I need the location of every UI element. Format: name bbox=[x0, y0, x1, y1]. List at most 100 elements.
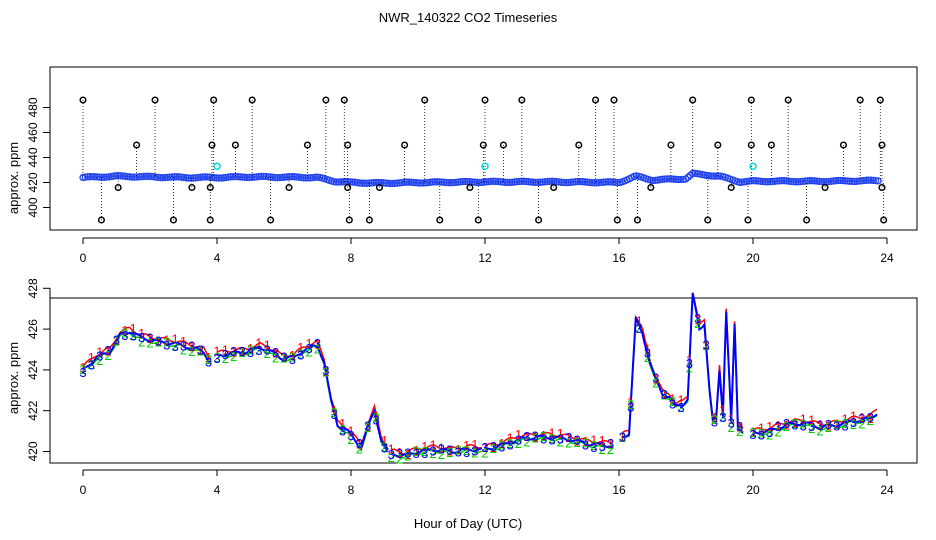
series-2-marker: 2 bbox=[557, 435, 564, 450]
series-3-marker: 3 bbox=[573, 433, 580, 448]
series-1-marker: 1 bbox=[728, 411, 735, 426]
ambient-point bbox=[130, 173, 139, 181]
ambient-point bbox=[846, 177, 854, 185]
series-2-marker: 2 bbox=[532, 431, 539, 446]
ambient-point bbox=[803, 177, 812, 185]
ambient-point bbox=[285, 173, 294, 181]
ambient-point bbox=[665, 175, 673, 183]
series-2-marker: 2 bbox=[113, 334, 120, 349]
ambient-point bbox=[576, 177, 584, 186]
ambient-point bbox=[463, 177, 472, 186]
series-3-marker: 3 bbox=[388, 447, 395, 462]
series-1-marker: 1 bbox=[800, 411, 807, 426]
series-3-marker: 3 bbox=[749, 427, 756, 442]
ambient-point bbox=[435, 178, 444, 186]
outlier-point bbox=[575, 141, 583, 149]
series-1-marker: 1 bbox=[867, 411, 874, 426]
series-3-marker: 3 bbox=[816, 418, 823, 433]
series-3-marker: 3 bbox=[421, 446, 428, 461]
series-3-marker: 3 bbox=[582, 437, 589, 452]
series-1-marker: 1 bbox=[669, 391, 676, 406]
ambient-point bbox=[360, 179, 369, 187]
ambient-point bbox=[84, 173, 92, 181]
ambient-point bbox=[187, 174, 195, 182]
y-tick-label: 420 bbox=[26, 441, 40, 461]
series-1-marker: 1 bbox=[548, 425, 555, 440]
ambient-point bbox=[334, 178, 343, 186]
flagged-point bbox=[481, 162, 489, 170]
series-2-marker: 2 bbox=[791, 416, 798, 431]
ambient-point bbox=[597, 178, 605, 187]
outlier-point bbox=[613, 216, 621, 224]
series-3-marker: 3 bbox=[635, 321, 642, 336]
ambient-point bbox=[213, 174, 221, 182]
series-1-marker: 1 bbox=[413, 443, 420, 458]
outlier-point bbox=[689, 96, 697, 104]
series-1-marker: 1 bbox=[230, 344, 237, 359]
series-3-marker: 3 bbox=[381, 441, 388, 456]
ambient-point bbox=[529, 178, 537, 186]
ambient-point bbox=[588, 179, 596, 187]
ambient-point bbox=[116, 172, 125, 180]
series-2-marker: 2 bbox=[565, 436, 572, 451]
series-2-marker: 2 bbox=[88, 357, 95, 372]
ambient-point bbox=[757, 177, 765, 185]
y-tick-label: 426 bbox=[26, 319, 40, 339]
series-2-marker: 2 bbox=[205, 352, 212, 367]
series-3-marker: 3 bbox=[619, 429, 626, 444]
series-2-marker: 2 bbox=[573, 435, 580, 450]
series-3-marker: 3 bbox=[113, 333, 120, 348]
series-1-marker: 1 bbox=[686, 352, 693, 367]
ambient-point bbox=[862, 176, 870, 184]
x-axis-label: Hour of Day (UTC) bbox=[414, 516, 522, 531]
series-1-marker: 1 bbox=[104, 344, 111, 359]
x-tick-label: 24 bbox=[880, 483, 894, 497]
series-3-marker: 3 bbox=[850, 415, 857, 430]
series-1-marker: 1 bbox=[599, 433, 606, 448]
series-2-marker: 2 bbox=[463, 443, 470, 458]
series-2-marker: 2 bbox=[702, 338, 709, 353]
series-2-marker: 2 bbox=[272, 351, 279, 366]
series-3-marker: 3 bbox=[314, 336, 321, 351]
ambient-point bbox=[372, 178, 380, 187]
series-3-marker: 3 bbox=[652, 371, 659, 386]
outlier-point bbox=[188, 183, 196, 192]
series-3-marker: 3 bbox=[213, 351, 220, 366]
series-2-marker: 2 bbox=[749, 425, 756, 440]
outlier-point bbox=[344, 183, 352, 192]
series-2-marker: 2 bbox=[171, 338, 178, 353]
outlier-point bbox=[474, 216, 482, 224]
series-2-marker: 2 bbox=[155, 334, 162, 349]
series-2-marker: 2 bbox=[825, 420, 832, 435]
series-1-marker: 1 bbox=[180, 334, 187, 349]
ambient-point bbox=[710, 172, 718, 180]
ambient-point bbox=[848, 177, 856, 186]
series-1-marker: 1 bbox=[627, 394, 634, 409]
outlier-point bbox=[647, 183, 655, 192]
series-1-marker: 1 bbox=[347, 423, 354, 438]
ambient-point bbox=[173, 173, 181, 181]
series-3-marker: 3 bbox=[686, 356, 693, 371]
series-1-marker: 1 bbox=[388, 441, 395, 456]
series-1-marker: 1 bbox=[506, 430, 513, 445]
series-3-marker: 3 bbox=[297, 348, 304, 363]
series-1-marker: 1 bbox=[247, 341, 254, 356]
series-2-marker: 2 bbox=[506, 436, 513, 451]
series-3-marker: 3 bbox=[728, 415, 735, 430]
ambient-point bbox=[449, 178, 458, 187]
series-1-marker: 1 bbox=[404, 447, 411, 462]
series-3-marker: 3 bbox=[825, 417, 832, 432]
outlier-point bbox=[206, 216, 214, 224]
series-1-marker: 1 bbox=[446, 444, 453, 459]
series-1-marker: 1 bbox=[146, 331, 153, 346]
ambient-point bbox=[592, 179, 601, 187]
ambient-point bbox=[168, 173, 176, 181]
series-1-marker: 1 bbox=[766, 419, 773, 434]
outlier-point bbox=[704, 216, 712, 224]
lower-y-axis: 420 422 424 426 428 bbox=[26, 278, 51, 462]
series-3-marker: 3 bbox=[104, 343, 111, 358]
series-2-marker: 2 bbox=[264, 346, 271, 361]
ambient-point bbox=[299, 174, 308, 182]
series-2-marker: 2 bbox=[635, 321, 642, 336]
series-2-marker: 2 bbox=[582, 435, 589, 450]
